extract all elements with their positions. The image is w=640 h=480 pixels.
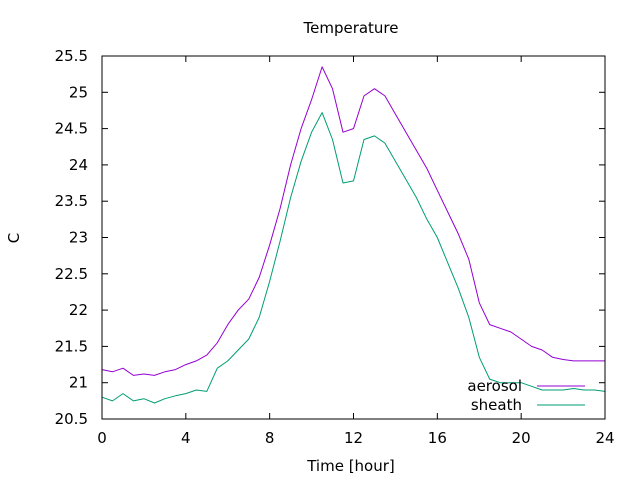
y-axis-label: C [5,233,23,243]
y-tick-label: 23.5 [55,192,88,210]
x-tick-label: 16 [428,429,447,447]
plot-frame [101,55,606,420]
series-line-sheath [101,112,606,404]
y-tick-label: 25.5 [55,47,88,65]
series-line-aerosol [101,66,605,376]
y-tick-label: 25 [69,83,88,101]
y-tick-label: 22 [69,301,88,319]
y-tick-label: 20.5 [55,410,88,428]
legend-label-sheath: sheath [471,396,522,414]
x-tick-label: 20 [512,429,531,447]
plot-area [101,66,606,404]
y-tick-label: 24 [69,156,88,174]
x-tick-label: 4 [181,429,191,447]
y-tick-label: 24.5 [55,120,88,138]
x-axis-label: Time [hour] [306,457,395,475]
x-tick-label: 8 [265,429,275,447]
y-tick-label: 21 [69,374,88,392]
x-tick-label: 0 [97,429,107,447]
chart-title: Temperature [302,19,398,37]
y-tick-label: 21.5 [55,337,88,355]
y-tick-label: 22.5 [55,265,88,283]
x-axis: 0 4 8 12 16 20 24 [97,56,615,447]
y-tick-label: 23 [69,229,88,247]
x-tick-label: 24 [595,429,614,447]
y-axis: 20.5 21 21.5 22 22.5 23 23.5 24 24.5 25 25.5 [55,47,605,428]
x-tick-label: 12 [344,429,363,447]
legend-label-aerosol: aerosol [467,377,522,395]
